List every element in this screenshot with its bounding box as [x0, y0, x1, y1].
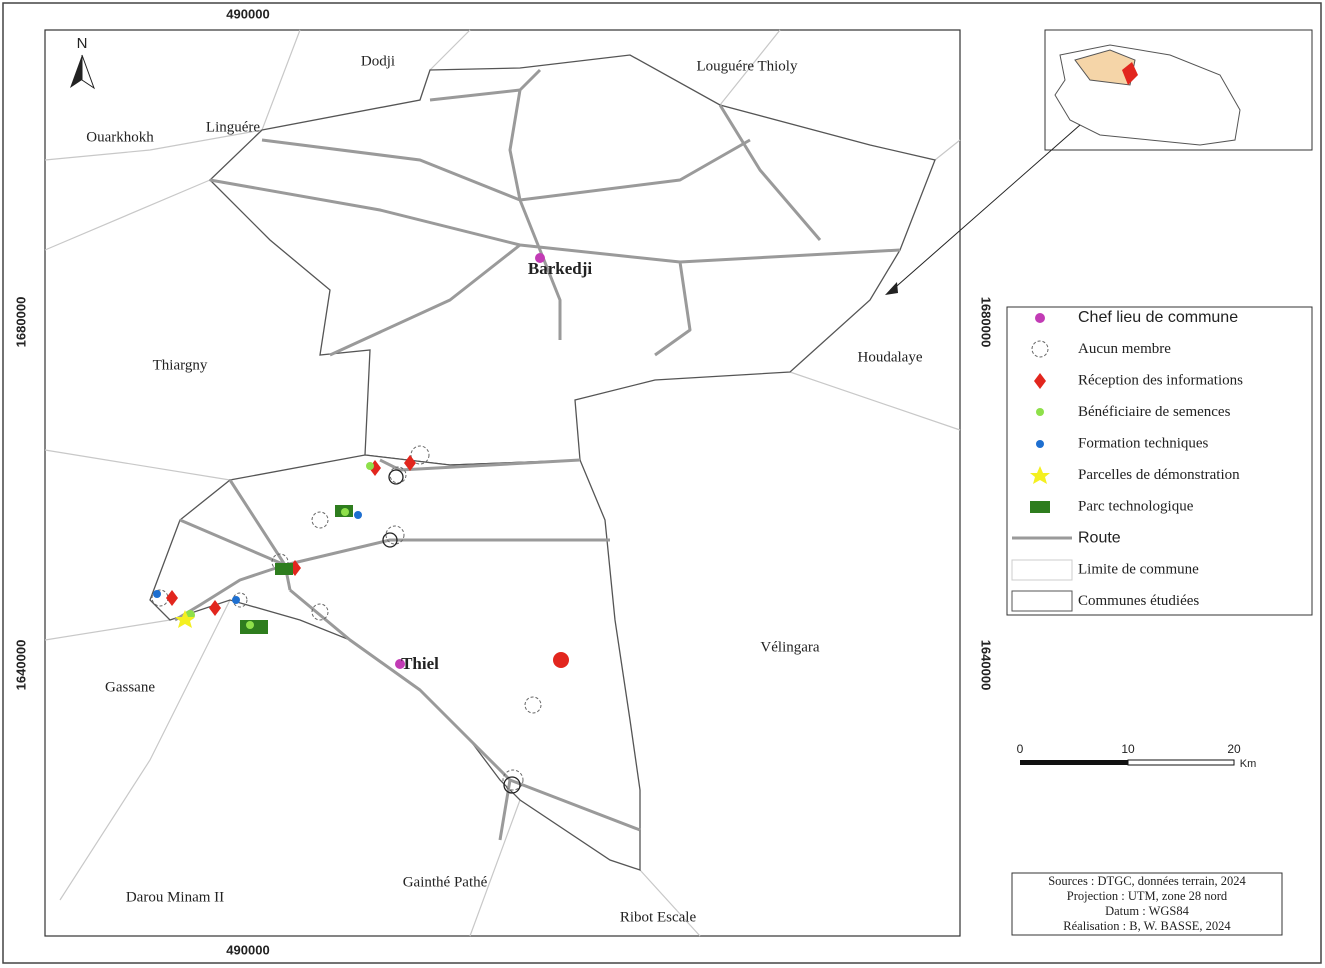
legend-label: Communes étudiées: [1078, 593, 1199, 609]
point-symbols: [151, 253, 569, 794]
scale-labels: 0 10 20 Km: [1017, 742, 1257, 770]
legend-label: Bénéficiaire de semences: [1078, 404, 1231, 420]
scale-label: 0: [1017, 742, 1024, 756]
coord-label: 1680000: [13, 297, 28, 348]
legend-label: Route: [1078, 530, 1121, 547]
legend: Chef lieu de commune Aucun membre Réceptio…: [1078, 309, 1243, 609]
credit-line: Sources : DTGC, données terrain, 2024: [1048, 874, 1246, 888]
coord-label: 1640000: [979, 640, 994, 691]
legend-label: Limite de commune: [1078, 561, 1199, 577]
place-label: Houdalaye: [858, 349, 923, 365]
place-label: Gainthé Pathé: [403, 874, 488, 890]
place-label: Ribot Escale: [620, 909, 697, 925]
coord-label: 1680000: [979, 297, 994, 348]
place-labels: Dodji Louguére Thioly Ouarkhokh Linguére Bar…: [86, 53, 923, 925]
coord-label: 1640000: [13, 640, 28, 691]
place-label: Darou Minam II: [126, 889, 224, 905]
legend-label: Parcelles de démonstration: [1078, 467, 1240, 483]
north-label: N: [77, 35, 88, 52]
credit-line: Projection : UTM, zone 28 nord: [1067, 889, 1228, 903]
scale-bar: [1020, 759, 1235, 766]
coord-label: 490000: [226, 942, 269, 957]
place-label: Thiargny: [153, 357, 208, 373]
place-label: Ouarkhokh: [86, 129, 154, 145]
place-label: Thiel: [401, 654, 439, 673]
credit-line: Réalisation : B, W. BASSE, 2024: [1063, 919, 1231, 933]
north-arrow: [70, 54, 95, 90]
commune-limits: [44, 29, 961, 937]
scale-label: 10: [1121, 742, 1135, 756]
credit-line: Datum : WGS84: [1105, 904, 1190, 918]
legend-label: Réception des informations: [1078, 372, 1243, 388]
legend-symbols: [1011, 313, 1073, 612]
place-label: Dodji: [361, 53, 395, 69]
scale-label: 20: [1227, 742, 1241, 756]
inset-map: [885, 29, 1313, 295]
place-label: Louguére Thioly: [697, 58, 798, 74]
coord-label: 490000: [226, 6, 269, 21]
credits-frame: [1011, 872, 1283, 936]
legend-label: Formation techniques: [1078, 435, 1209, 451]
credits: Sources : DTGC, données terrain, 2024Pro…: [1048, 874, 1246, 933]
scale-unit: Km: [1240, 758, 1257, 770]
legend-label: Aucun membre: [1078, 341, 1171, 357]
place-label: Gassane: [105, 679, 155, 695]
place-label: Vélingara: [760, 639, 819, 655]
legend-label: Chef lieu de commune: [1078, 309, 1238, 326]
place-label: Barkedji: [528, 259, 593, 278]
place-label: Linguére: [206, 119, 260, 135]
legend-label: Parc technologique: [1078, 498, 1194, 514]
